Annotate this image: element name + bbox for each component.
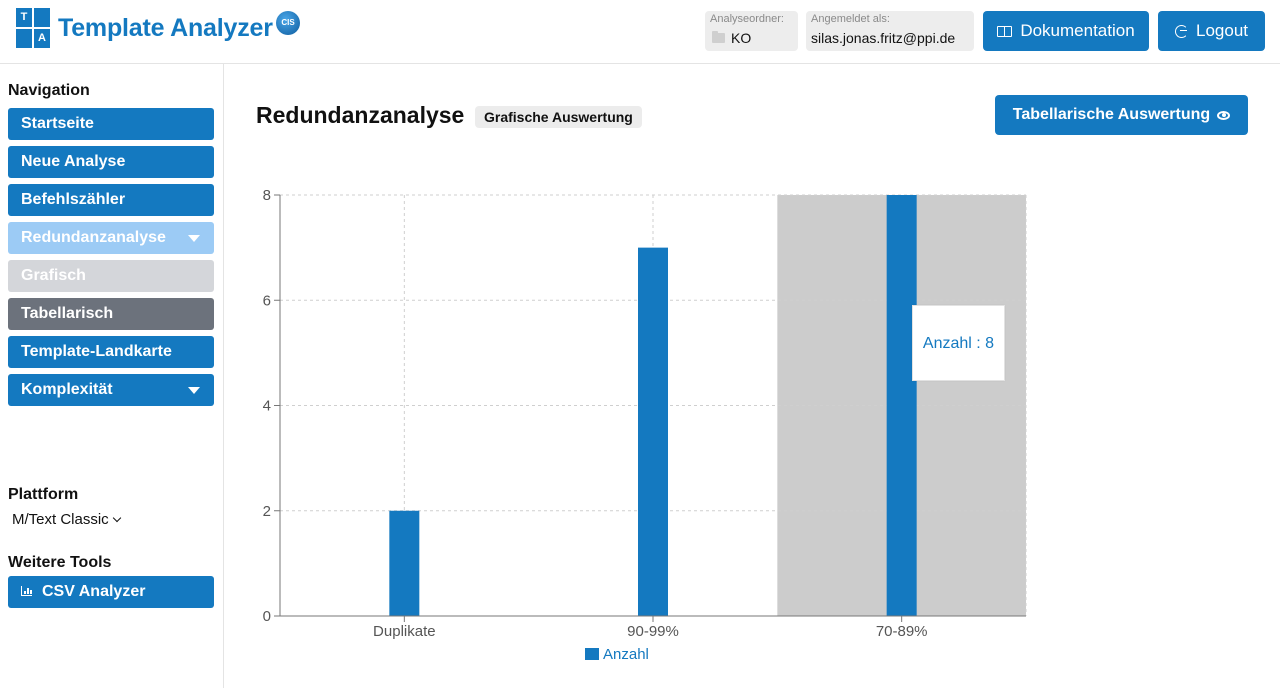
y-tick-label: 8 (263, 187, 271, 204)
sidebar-item-tabellarisch[interactable]: Tabellarisch (8, 298, 214, 330)
book-icon (997, 25, 1013, 37)
x-tick-label: 70-89% (876, 623, 928, 640)
sidebar-item-label: Redundanzanalyse (21, 229, 166, 246)
cis-logo-icon: CIS (276, 11, 300, 35)
eye-icon (1217, 110, 1231, 120)
bar-chart: 0 2 4 6 8 Duplikate 90-99% 70-89% Anzahl (240, 170, 1060, 680)
y-tick-label: 6 (263, 292, 271, 309)
caret-down-icon (188, 387, 200, 394)
view-badge: Grafische Auswertung (475, 106, 642, 128)
sidebar-item-label: Template-Landkarte (21, 343, 172, 360)
platform-select[interactable]: M/Text Classic (12, 511, 121, 528)
y-tick-label: 0 (263, 608, 271, 625)
table-view-button[interactable]: Tabellarische Auswertung (995, 95, 1248, 135)
legend-swatch (585, 648, 599, 660)
chart-tooltip: Anzahl : 8 (912, 305, 1005, 381)
x-tick-label: Duplikate (373, 623, 436, 640)
table-view-label: Tabellarische Auswertung (1012, 106, 1211, 123)
platform-value: M/Text Classic (12, 511, 109, 528)
folder-label: Analyseordner: (710, 13, 784, 25)
page-title: Redundanzanalyse (256, 102, 465, 128)
user-label: Angemeldet als: (811, 13, 890, 25)
sidebar-item-label: Grafisch (21, 267, 86, 284)
app-header: T A Template Analyzer CIS Analyseordner:… (0, 0, 1280, 64)
logo-letter-a: A (34, 29, 50, 48)
sidebar-item-grafisch[interactable]: Grafisch (8, 260, 214, 292)
y-tick-label: 4 (263, 398, 271, 415)
tools-title: Weitere Tools (8, 554, 112, 571)
logo-letter-t: T (16, 8, 32, 27)
sidebar-item-label: Komplexität (21, 381, 113, 398)
user-value: silas.jonas.fritz@ppi.de (811, 30, 956, 46)
csv-analyzer-button[interactable]: CSV Analyzer (8, 576, 214, 608)
bar-duplikate (389, 510, 420, 616)
legend-label: Anzahl (603, 646, 649, 663)
sidebar-item-befehlszaehler[interactable]: Befehlszähler (8, 184, 214, 216)
bar-70-89- (886, 195, 917, 616)
folder-icon (712, 31, 725, 43)
logo-icon[interactable]: T A (16, 8, 50, 48)
logout-button[interactable]: Logout (1158, 11, 1265, 51)
logo-square (34, 8, 50, 27)
folder-value: KO (731, 30, 752, 46)
sidebar-item-redundanzanalyse[interactable]: Redundanzanalyse (8, 222, 214, 254)
sidebar-item-startseite[interactable]: Startseite (8, 108, 214, 140)
chevron-down-icon (112, 513, 121, 523)
chart-svg: 0 2 4 6 8 Duplikate 90-99% 70-89% Anzahl (263, 187, 1027, 663)
bar-chart-icon (21, 586, 32, 596)
logo-square (16, 29, 32, 48)
x-tick-label: 90-99% (627, 623, 679, 640)
folder-info: Analyseordner: KO (705, 11, 798, 51)
nav-title: Navigation (8, 82, 90, 99)
platform-title: Plattform (8, 486, 79, 503)
csv-analyzer-label: CSV Analyzer (42, 583, 146, 600)
sidebar-item-template-landkarte[interactable]: Template-Landkarte (8, 336, 214, 368)
sidebar-item-label: Startseite (21, 115, 94, 132)
sidebar-item-label: Tabellarisch (21, 305, 114, 322)
sidebar-item-neue-analyse[interactable]: Neue Analyse (8, 146, 214, 178)
logout-label: Logout (1196, 21, 1248, 40)
sidebar: Navigation Startseite Neue Analyse Befeh… (0, 64, 224, 688)
sidebar-item-komplexitaet[interactable]: Komplexität (8, 374, 214, 406)
documentation-button[interactable]: Dokumentation (983, 11, 1149, 51)
sidebar-item-label: Neue Analyse (21, 153, 126, 170)
logout-icon (1175, 24, 1188, 38)
bar-90-99- (638, 247, 668, 616)
app-title[interactable]: Template Analyzer (58, 14, 273, 42)
caret-down-icon (188, 235, 200, 242)
documentation-label: Dokumentation (1020, 21, 1135, 40)
user-info: Angemeldet als: silas.jonas.fritz@ppi.de (806, 11, 974, 51)
y-tick-label: 2 (263, 503, 271, 520)
sidebar-item-label: Befehlszähler (21, 191, 126, 208)
